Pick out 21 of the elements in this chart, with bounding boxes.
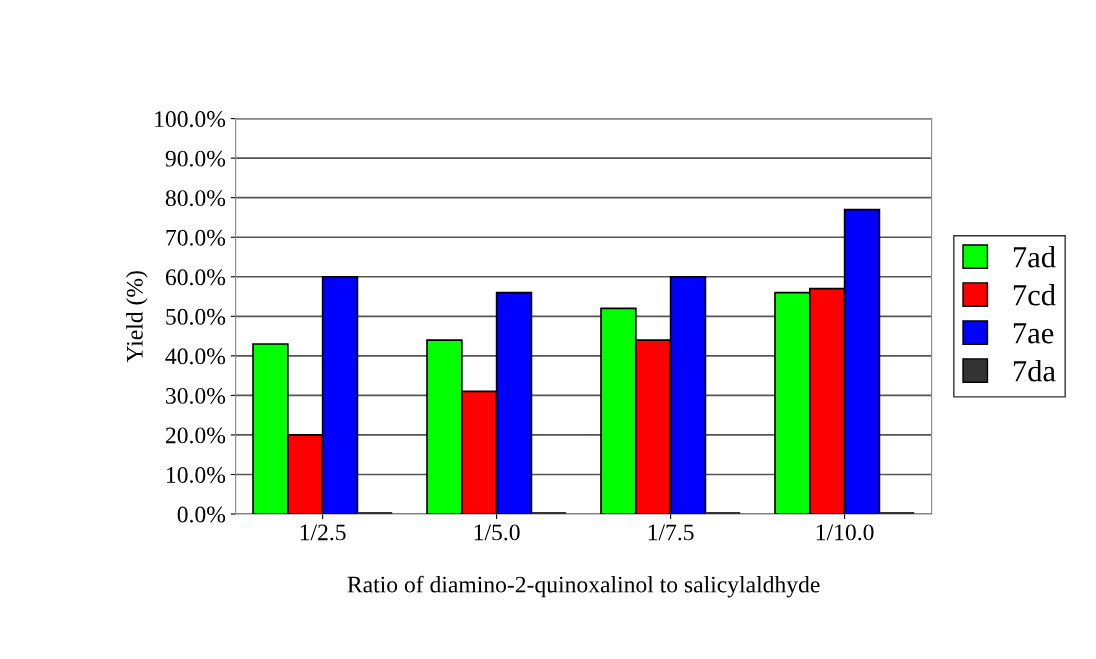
y-tick-label: 30.0% [166, 387, 226, 404]
y-tick-label: 90.0% [165, 150, 226, 167]
y-tick-label: 70.0% [166, 229, 226, 246]
legend-label: 7da [1013, 359, 1056, 382]
x-tick-label: 1/2.5 [300, 524, 346, 541]
x-axis-title: Ratio of diamino-2-quinoxalinol to salicylaldhyde [347, 575, 820, 598]
x-tick-label: 1/10.0 [816, 524, 874, 541]
y-tick-label: 40.0% [165, 348, 226, 365]
y-tick-label: 50.0% [166, 308, 226, 325]
y-tick-label: 80.0% [165, 190, 226, 207]
legend-label: 7ae [1013, 323, 1054, 344]
y-tick-label: 10.0% [167, 466, 226, 484]
x-tick-label: 1/7.5 [648, 524, 694, 541]
legend-label: 7cd [1013, 284, 1056, 306]
y-tick-label: 60.0% [165, 269, 226, 286]
y-tick-label: 100.0% [155, 111, 226, 128]
x-tick-label: 1/5.0 [474, 524, 520, 541]
y-tick-label: 0.0% [177, 506, 226, 523]
y-axis-title: Yield (%) [126, 271, 148, 363]
legend-label: 7ad [1013, 246, 1056, 268]
y-tick-label: 20.0% [165, 427, 226, 444]
